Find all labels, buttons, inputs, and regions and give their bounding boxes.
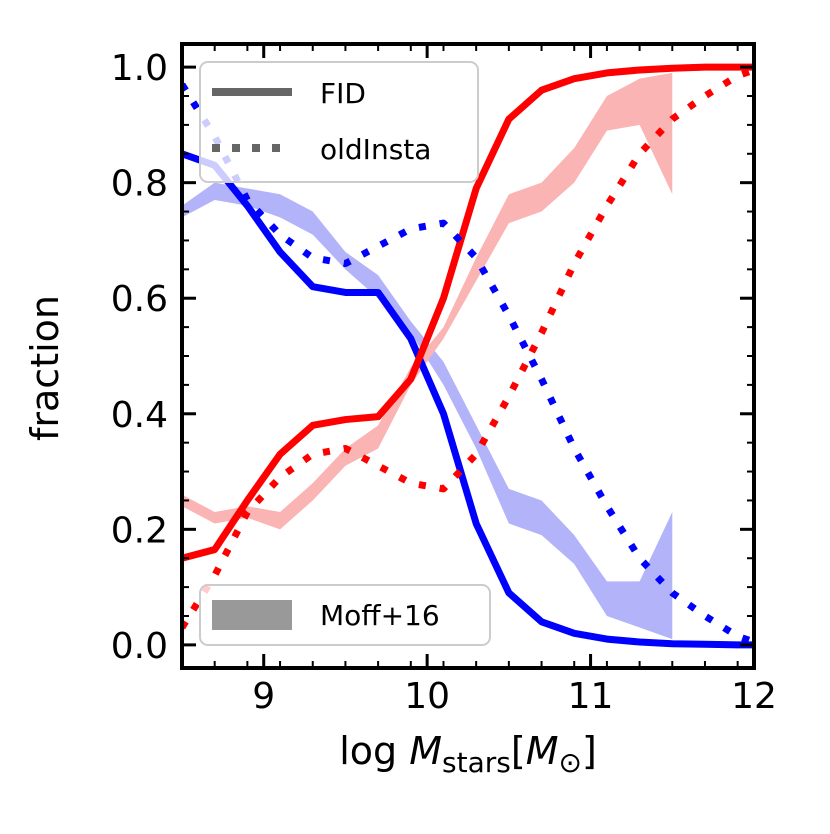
- x-axis-label: log Mstars[M⊙]: [339, 729, 597, 779]
- x-tick-label: 10: [404, 676, 450, 717]
- band-moff-16-blue: [182, 182, 673, 640]
- ticks-layer: 9 10 11 12 0.0 0.2 0.4 0.6 0.8 1.0: [111, 44, 777, 717]
- line-oldinsta-blue: [182, 82, 754, 646]
- legend-label-oldinsta: oldInsta: [320, 133, 431, 166]
- lines-layer: [182, 63, 754, 649]
- legend-band-swatch: [212, 600, 292, 630]
- y-tick-label: 1.0: [111, 48, 168, 89]
- legend-label-moff16: Moff+16: [320, 599, 440, 632]
- line-oldinsta-red: [182, 66, 754, 630]
- x-tick-label: 9: [252, 676, 275, 717]
- legend-label-fid: FID: [320, 77, 366, 110]
- plot-frame: [180, 42, 756, 670]
- y-tick-label: 0.2: [111, 510, 168, 551]
- y-axis-label: fraction: [23, 295, 67, 441]
- y-tick-label: 0.0: [111, 626, 168, 667]
- y-tick-label: 0.4: [111, 395, 168, 436]
- legend-lines: FID oldInsta: [199, 61, 479, 183]
- y-tick-label: 0.6: [111, 279, 168, 320]
- y-tick-label: 0.8: [111, 164, 168, 205]
- bands-layer: [182, 72, 673, 640]
- x-tick-label: 11: [568, 676, 614, 717]
- line-fid-blue: [182, 150, 754, 649]
- line-fid-red: [182, 63, 754, 562]
- band-moff-16-red: [182, 72, 673, 530]
- x-tick-label: 12: [731, 676, 777, 717]
- legend-band: Moff+16: [199, 584, 491, 646]
